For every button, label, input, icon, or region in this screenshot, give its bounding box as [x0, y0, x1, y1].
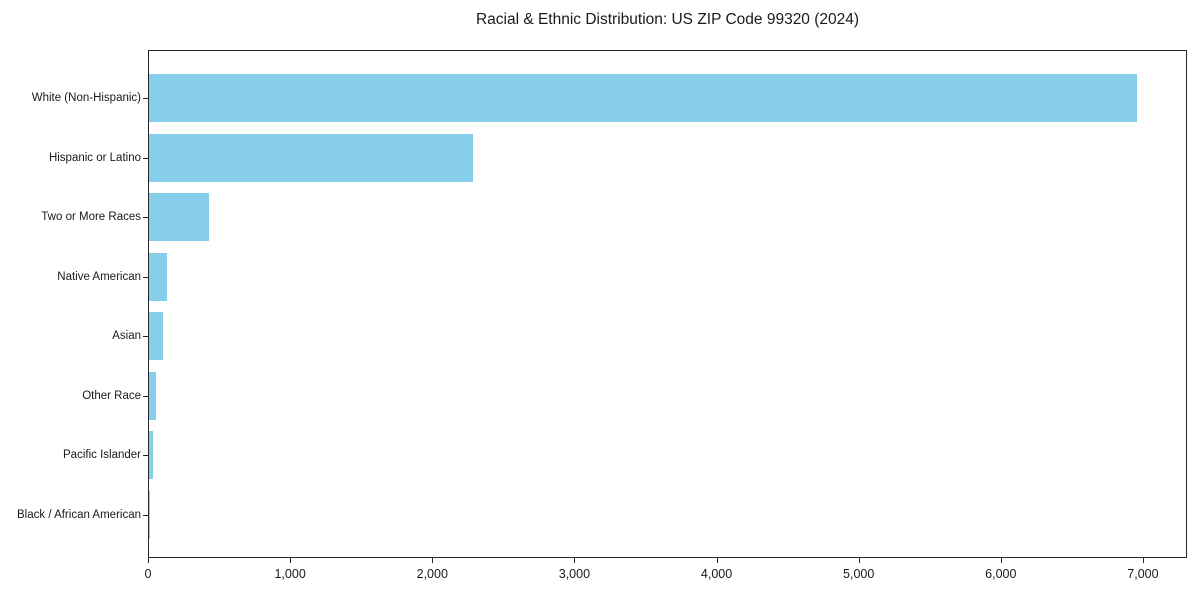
x-axis-label: 1,000: [274, 567, 306, 581]
x-tick-mark: [574, 558, 576, 563]
x-tick-mark: [290, 558, 292, 563]
x-axis-label: 2,000: [416, 567, 448, 581]
y-axis-label: Native American: [57, 270, 141, 283]
y-axis-label: Hispanic or Latino: [48, 151, 141, 164]
x-axis-label: 4,000: [700, 567, 733, 581]
x-tick-mark: [716, 558, 718, 563]
x-tick-mark: [148, 558, 149, 563]
x-axis-label: 5,000: [843, 567, 875, 581]
chart-title: Racial & Ethnic Distribution: US ZIP Cod…: [475, 11, 860, 28]
y-tick-mark: [143, 157, 148, 159]
bar: [149, 371, 156, 420]
y-tick-mark: [143, 336, 148, 337]
y-axis-label: Asian: [112, 330, 141, 342]
x-tick-mark: [1000, 558, 1002, 563]
y-axis-label: Pacific Islander: [63, 449, 141, 461]
x-tick-mark: [1142, 558, 1144, 563]
y-axis-label: Two or More Races: [41, 211, 141, 223]
bar: [149, 74, 1137, 122]
y-axis-label: White (Non-Hispanic): [31, 92, 141, 104]
bar: [149, 312, 164, 360]
bar: [149, 133, 474, 182]
y-tick-mark: [143, 455, 148, 456]
y-tick-mark: [143, 98, 148, 99]
x-axis-label: 7,000: [1127, 567, 1159, 581]
y-axis-label: Black / African American: [17, 508, 141, 521]
y-axis-label: Other Race: [82, 389, 141, 402]
y-tick-mark: [143, 395, 148, 397]
y-tick-mark: [143, 514, 148, 516]
y-tick-mark: [143, 276, 148, 278]
plot-area: [148, 50, 1187, 558]
y-tick-mark: [143, 217, 148, 218]
x-axis-label: 6,000: [985, 567, 1017, 581]
bar: [149, 490, 151, 539]
x-axis-label: 0: [144, 567, 152, 581]
bar: [149, 252, 167, 301]
bar: [149, 193, 209, 241]
x-tick-mark: [858, 558, 860, 563]
x-tick-mark: [432, 558, 434, 563]
x-axis-label: 3,000: [558, 567, 591, 581]
bar: [149, 431, 153, 479]
